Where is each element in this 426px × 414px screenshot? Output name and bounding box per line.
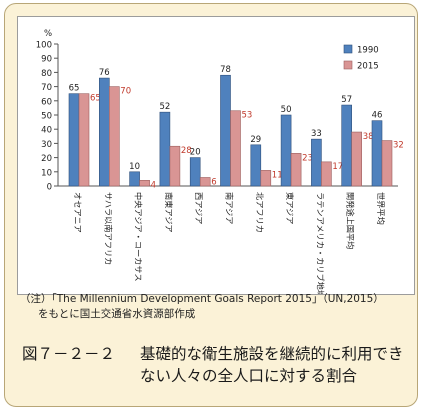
category-label: 東アジア [285, 192, 295, 224]
figure-frame: 0 10 20 30 40 50 60 70 80 90 100% 65 65 オセアニア 76 70 サハラ以… [4, 3, 418, 407]
data-label-1990: 10 [129, 162, 140, 172]
legend-label-2015: 2015 [357, 62, 379, 72]
y-tick-label: 70 [41, 83, 52, 93]
data-label-2015: 65 [90, 94, 101, 104]
bar-2015 [109, 86, 120, 187]
data-label-1990: 52 [159, 102, 170, 112]
data-label-1990: 78 [220, 65, 231, 75]
y-tick-label: 0 [47, 183, 52, 193]
category-label: オセアニア [73, 192, 83, 233]
data-label-1990: 46 [372, 111, 383, 121]
legend-swatch-1990 [343, 44, 353, 54]
y-tick-label: 90 [41, 55, 52, 65]
bar-2015 [199, 177, 211, 187]
bar-2015 [321, 161, 332, 187]
bar-2015 [78, 93, 90, 187]
bar-2015 [351, 131, 363, 187]
data-label-1990: 20 [190, 148, 201, 158]
data-label-1990: 65 [69, 84, 80, 94]
category-label: ラテンアメリカ・カリブ地域 [315, 192, 325, 294]
data-label-2015: 11 [272, 170, 283, 180]
y-tick-label: 60 [41, 97, 52, 107]
figure-number: 図７－２－２ [22, 345, 116, 363]
data-label-1990: 29 [250, 135, 261, 145]
bar-chart: 0 10 20 30 40 50 60 70 80 90 100% 65 65 オセアニア 76 70 サハラ以… [36, 29, 404, 294]
data-label-2015: 32 [393, 141, 404, 151]
bar-1990 [311, 138, 322, 187]
y-tick-label: 50 [41, 112, 52, 122]
y-tick-label: 100 [36, 41, 52, 51]
legend-swatch-2015 [343, 60, 353, 70]
y-tick-label: 20 [41, 154, 52, 164]
bar-1990 [159, 111, 171, 187]
bar-2015 [169, 145, 181, 187]
y-tick-label: 30 [41, 140, 52, 150]
y-tick-label: 80 [41, 69, 52, 79]
category-label: 開発途上国平均 [346, 192, 356, 249]
data-label-2015: 4 [151, 180, 156, 190]
bar-2015 [290, 153, 302, 187]
category-label: 世界平均 [376, 192, 386, 225]
figure-title: 基礎的な衛生施設を継続的に利用できない人々の全人口に対する割合 [140, 345, 404, 385]
source-note-line1: （注）「The Millennium Development Goals Rep… [20, 293, 384, 305]
category-label: 中央アジア・コーカサス [134, 192, 144, 282]
data-label-1990: 50 [281, 105, 292, 115]
bar-1990 [220, 74, 231, 187]
y-axis-unit: % [44, 29, 52, 39]
bar-1990 [189, 157, 201, 187]
bar-1990 [341, 104, 353, 187]
data-label-2015: 6 [211, 177, 216, 187]
source-note-line2: をもとに国土交通省水資源部作成 [38, 308, 196, 320]
data-label-2015: 17 [332, 162, 343, 172]
bar-1990 [129, 171, 140, 187]
data-label-1990: 33 [311, 129, 322, 139]
bar-2015 [230, 110, 241, 187]
bar-1990 [280, 114, 292, 187]
data-label-2015: 53 [242, 111, 253, 121]
figure-caption: 図７－２－２ 基礎的な衛生施設を継続的に利用できない人々の全人口に対する割合 [22, 343, 410, 387]
bar-1990 [68, 93, 80, 187]
y-tick-label: 40 [41, 126, 52, 136]
bar-1990 [371, 120, 383, 187]
bar-1990 [99, 77, 110, 187]
bar-2015 [139, 180, 150, 187]
source-note: （注）「The Millennium Development Goals Rep… [20, 292, 416, 322]
data-label-2015: 38 [363, 132, 374, 142]
category-label: 北アフリカ [255, 192, 265, 233]
bar-2015 [260, 170, 272, 187]
bar-2015 [381, 140, 393, 187]
data-label-2015: 23 [302, 153, 313, 163]
y-tick-label: 10 [41, 168, 52, 178]
legend-label-1990: 1990 [357, 46, 379, 56]
data-label-2015: 70 [120, 87, 131, 97]
data-label-1990: 76 [99, 68, 110, 78]
category-label: 南アジア [225, 192, 235, 224]
category-label: サハラ以南アフリカ [103, 192, 113, 265]
category-label: 西アジア [194, 192, 204, 224]
data-label-2015: 28 [181, 146, 192, 156]
chart-panel: 0 10 20 30 40 50 60 70 80 90 100% 65 65 オセアニア 76 70 サハラ以… [17, 16, 415, 295]
bar-1990 [250, 144, 262, 187]
data-label-1990: 57 [341, 95, 352, 105]
category-label: 南東アジア [164, 192, 174, 233]
